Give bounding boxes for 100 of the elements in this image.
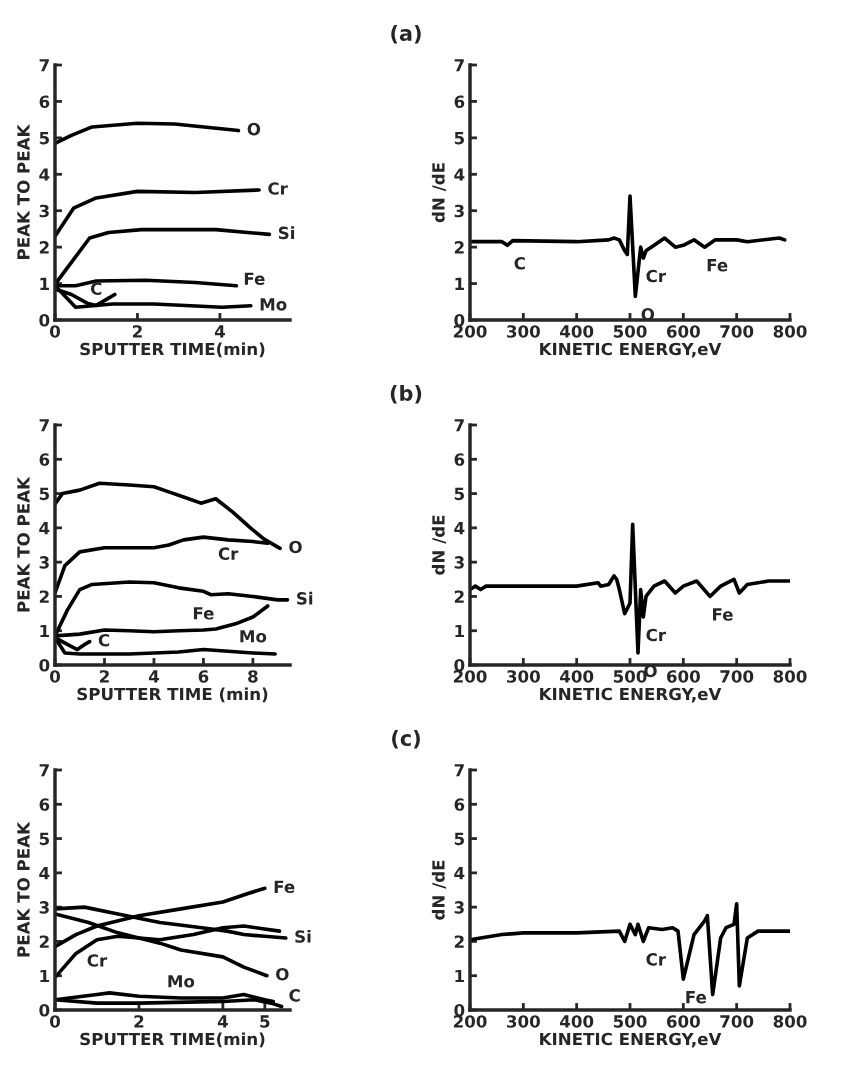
series-label: O bbox=[289, 540, 302, 554]
y-tick-label: 3 bbox=[454, 901, 464, 914]
x-axis-title: KINETIC ENERGY,eV bbox=[540, 687, 722, 703]
y-tick-label: 1 bbox=[455, 624, 464, 638]
x-tick-label: 300 bbox=[507, 325, 540, 338]
y-tick-label: 2 bbox=[39, 241, 49, 254]
y-tick-label: 1 bbox=[40, 624, 49, 638]
x-tick-label: 600 bbox=[666, 325, 700, 338]
x-axis-title: KINETIC ENERGY,eV bbox=[540, 1032, 722, 1048]
y-tick-label: 7 bbox=[39, 59, 49, 72]
y-tick-label: 6 bbox=[39, 95, 50, 108]
x-tick-label: 4 bbox=[148, 670, 159, 683]
series-label: Fe bbox=[244, 272, 265, 286]
y-tick-label: 0 bbox=[454, 658, 465, 672]
series-label: Mo bbox=[240, 630, 267, 643]
x-tick-label: 700 bbox=[720, 325, 754, 338]
series-label: Si bbox=[297, 591, 313, 605]
y-tick-label: 2 bbox=[39, 590, 49, 603]
annotation: C bbox=[514, 257, 525, 270]
x-tick-label: 2 bbox=[99, 670, 109, 683]
y-tick-label: 3 bbox=[39, 556, 49, 569]
y-axis-title: PEAK TO PEAK bbox=[17, 476, 30, 612]
series-label: Si bbox=[278, 226, 295, 240]
y-tick-label: 7 bbox=[454, 59, 464, 72]
y-tick-label: 1 bbox=[40, 277, 49, 290]
series-label: C bbox=[289, 989, 300, 1002]
series-label: Fe bbox=[274, 880, 295, 894]
y-tick-label: 0 bbox=[454, 313, 465, 327]
y-tick-label: 0 bbox=[39, 1003, 50, 1017]
series-label: Cr bbox=[218, 547, 239, 560]
y-axis-title: dN /dE bbox=[431, 515, 447, 575]
x-tick-label: 0 bbox=[50, 670, 60, 683]
y-tick-label: 5 bbox=[39, 132, 49, 145]
series-label: Fe bbox=[193, 607, 214, 620]
x-tick-label: 400 bbox=[560, 1015, 594, 1028]
y-tick-label: 5 bbox=[454, 487, 464, 501]
x-tick-label: 500 bbox=[613, 325, 647, 338]
chart-title: (b) bbox=[390, 384, 422, 404]
series-label: Cr bbox=[268, 182, 288, 195]
x-tick-label: 600 bbox=[666, 1015, 700, 1028]
y-tick-label: 3 bbox=[454, 556, 464, 569]
x-tick-label: 400 bbox=[560, 325, 594, 338]
y-tick-label: 6 bbox=[454, 798, 465, 811]
y-tick-label: 3 bbox=[39, 901, 49, 914]
x-tick-label: 200 bbox=[453, 1015, 487, 1028]
x-tick-label: 8 bbox=[248, 670, 258, 683]
y-tick-label: 4 bbox=[454, 867, 465, 880]
y-tick-label: 4 bbox=[454, 168, 465, 181]
y-tick-label: 5 bbox=[454, 832, 464, 846]
x-axis-title: SPUTTER TIME(min) bbox=[80, 1032, 265, 1048]
y-axis-title: PEAK TO PEAK bbox=[17, 821, 30, 957]
x-tick-label: 300 bbox=[507, 670, 540, 683]
annotation: Fe bbox=[686, 991, 707, 1004]
x-tick-label: 800 bbox=[773, 325, 807, 338]
x-tick-label: 200 bbox=[453, 670, 487, 683]
y-tick-label: 2 bbox=[454, 590, 464, 603]
y-tick-label: 4 bbox=[39, 867, 50, 880]
y-tick-label: 2 bbox=[39, 935, 49, 948]
series-label: C bbox=[98, 633, 110, 647]
x-tick-label: 5 bbox=[260, 1015, 270, 1028]
y-tick-label: 7 bbox=[39, 419, 49, 432]
annotation: Cr bbox=[646, 953, 667, 966]
y-axis-title: dN /dE bbox=[431, 860, 447, 920]
annotation: Fe bbox=[707, 259, 728, 272]
x-tick-label: 6 bbox=[198, 670, 209, 683]
annotation: Fe bbox=[713, 608, 733, 621]
annotation: Cr bbox=[646, 628, 667, 642]
y-tick-label: 3 bbox=[39, 204, 49, 218]
y-tick-label: 5 bbox=[39, 487, 49, 501]
x-tick-label: 4 bbox=[214, 325, 225, 338]
series-label: Mo bbox=[168, 975, 195, 988]
y-tick-label: 7 bbox=[454, 419, 464, 432]
series-label: O bbox=[247, 122, 261, 136]
x-tick-label: 200 bbox=[453, 325, 487, 338]
x-tick-label: 700 bbox=[720, 1015, 754, 1028]
annotation: Cr bbox=[646, 269, 667, 283]
x-tick-label: 2 bbox=[134, 1015, 144, 1028]
y-tick-label: 5 bbox=[39, 832, 49, 846]
x-tick-label: 4 bbox=[217, 1015, 228, 1028]
chart-title: (a) bbox=[391, 24, 421, 44]
x-tick-label: 0 bbox=[50, 1015, 60, 1028]
y-tick-label: 1 bbox=[455, 277, 464, 290]
y-tick-label: 0 bbox=[39, 313, 50, 327]
x-tick-label: 800 bbox=[773, 1015, 807, 1028]
x-tick-label: 800 bbox=[773, 670, 807, 683]
y-tick-label: 6 bbox=[39, 453, 50, 466]
y-tick-label: 6 bbox=[454, 95, 465, 108]
y-tick-label: 4 bbox=[39, 522, 50, 535]
x-tick-label: 0 bbox=[50, 325, 60, 338]
series-label: Mo bbox=[260, 298, 287, 311]
x-axis-title: KINETIC ENERGY,eV bbox=[540, 342, 722, 358]
series-label: Cr bbox=[87, 954, 108, 967]
y-tick-label: 1 bbox=[40, 969, 49, 983]
series-label: C bbox=[90, 282, 102, 295]
series-label: O bbox=[276, 967, 289, 981]
y-tick-label: 4 bbox=[39, 168, 50, 181]
x-tick-label: 500 bbox=[613, 1015, 647, 1028]
y-tick-label: 6 bbox=[454, 453, 465, 466]
y-tick-label: 5 bbox=[454, 132, 464, 145]
y-axis-title: PEAK TO PEAK bbox=[17, 124, 30, 259]
